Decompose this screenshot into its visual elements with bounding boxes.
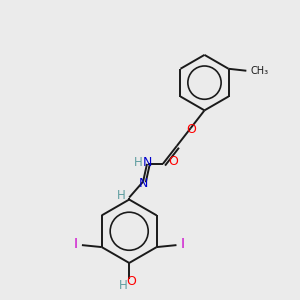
Text: I: I <box>180 237 184 251</box>
Text: O: O <box>168 155 178 168</box>
Text: N: N <box>138 177 148 190</box>
Text: I: I <box>74 237 78 251</box>
Text: H: H <box>119 279 128 292</box>
Text: CH₃: CH₃ <box>250 66 268 76</box>
Text: N: N <box>142 156 152 170</box>
Text: O: O <box>126 275 136 288</box>
Text: H: H <box>117 189 126 202</box>
Text: O: O <box>187 123 196 136</box>
Text: H: H <box>134 156 142 170</box>
